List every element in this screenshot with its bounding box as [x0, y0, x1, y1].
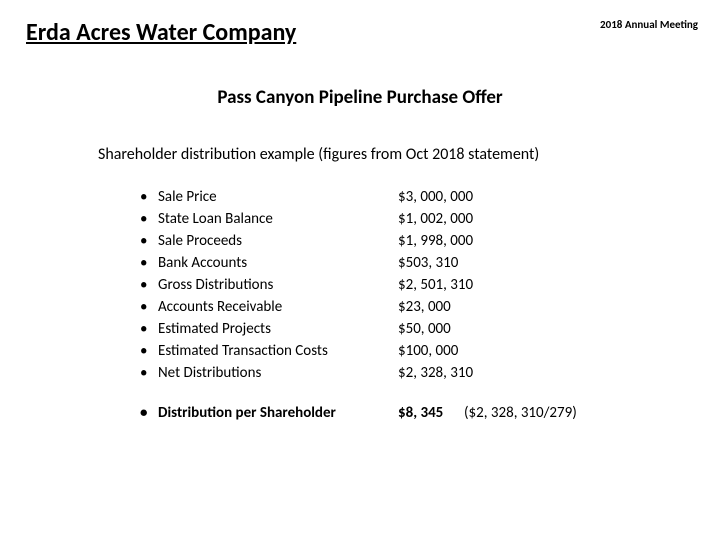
item-value: $1, 998, 000: [398, 232, 538, 250]
item-value: $50, 000: [398, 320, 538, 338]
bullet-icon: •: [140, 210, 158, 228]
subtitle: Shareholder distribution example (figure…: [98, 145, 539, 164]
item-value: $23, 000: [398, 298, 538, 316]
list-item: •Estimated Transaction Costs$100, 000: [140, 342, 538, 364]
item-value: $100, 000: [398, 342, 538, 360]
bullet-icon: •: [140, 276, 158, 294]
company-name: Erda Acres Water Company: [26, 18, 296, 47]
item-label: Bank Accounts: [158, 254, 398, 272]
list-item: •Sale Proceeds$1, 998, 000: [140, 232, 538, 254]
list-item: •Gross Distributions$2, 501, 310: [140, 276, 538, 298]
bullet-icon: •: [140, 298, 158, 316]
bullet-icon: •: [140, 404, 158, 422]
summary-label: Distribution per Shareholder: [158, 404, 398, 422]
distribution-list: •Sale Price$3, 000, 000•State Loan Balan…: [140, 188, 538, 386]
list-item: •Net Distributions$2, 328, 310: [140, 364, 538, 386]
bullet-icon: •: [140, 254, 158, 272]
item-value: $1, 002, 000: [398, 210, 538, 228]
list-item: •Sale Price$3, 000, 000: [140, 188, 538, 210]
summary-block: • Distribution per Shareholder $8, 345 (…: [140, 404, 577, 422]
item-label: Sale Proceeds: [158, 232, 398, 250]
meeting-label: 2018 Annual Meeting: [600, 18, 698, 31]
page-title: Pass Canyon Pipeline Purchase Offer: [0, 86, 720, 109]
item-label: Net Distributions: [158, 364, 398, 382]
item-label: Estimated Transaction Costs: [158, 342, 398, 360]
item-label: Gross Distributions: [158, 276, 398, 294]
item-label: Estimated Projects: [158, 320, 398, 338]
list-item: •State Loan Balance$1, 002, 000: [140, 210, 538, 232]
summary-row: • Distribution per Shareholder $8, 345 (…: [140, 404, 577, 422]
summary-calc: ($2, 328, 310/279): [464, 404, 577, 422]
list-item: •Accounts Receivable$23, 000: [140, 298, 538, 320]
item-label: Sale Price: [158, 188, 398, 206]
bullet-icon: •: [140, 364, 158, 382]
bullet-icon: •: [140, 232, 158, 250]
item-value: $2, 501, 310: [398, 276, 538, 294]
item-label: Accounts Receivable: [158, 298, 398, 316]
bullet-icon: •: [140, 188, 158, 206]
item-value: $2, 328, 310: [398, 364, 538, 382]
bullet-icon: •: [140, 342, 158, 360]
bullet-icon: •: [140, 320, 158, 338]
summary-value: $8, 345: [398, 404, 464, 422]
list-item: •Estimated Projects$50, 000: [140, 320, 538, 342]
list-item: •Bank Accounts$503, 310: [140, 254, 538, 276]
item-value: $3, 000, 000: [398, 188, 538, 206]
item-label: State Loan Balance: [158, 210, 398, 228]
item-value: $503, 310: [398, 254, 538, 272]
